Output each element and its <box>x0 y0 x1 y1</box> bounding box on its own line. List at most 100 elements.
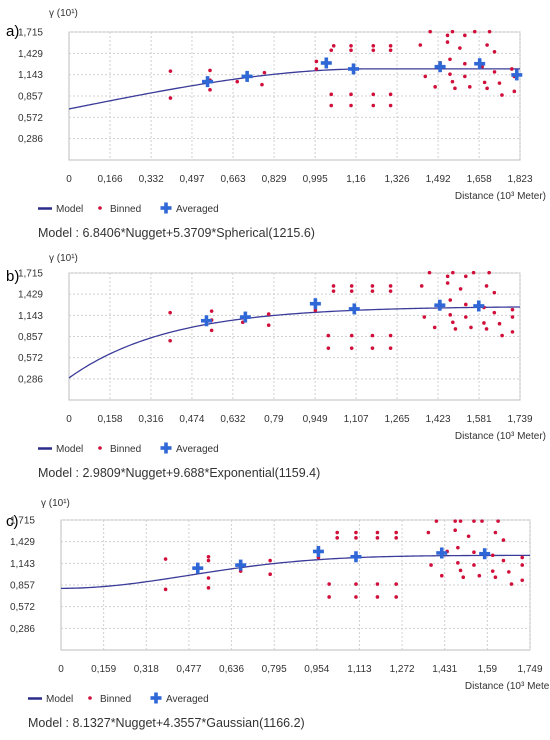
legend-binned-swatch <box>88 696 92 700</box>
binned-point <box>354 536 358 540</box>
y-tick-label: 1,429 <box>18 290 43 301</box>
binned-point <box>268 572 272 576</box>
binned-point <box>509 582 514 586</box>
averaged-point <box>436 547 448 559</box>
binned-point <box>493 575 498 580</box>
binned-point <box>235 79 240 84</box>
averaged-point <box>473 300 485 312</box>
binned-point <box>354 582 358 586</box>
x-tick-label: 1,272 <box>390 664 415 675</box>
binned-point <box>477 573 482 578</box>
binned-point <box>450 29 455 34</box>
binned-point <box>493 530 498 535</box>
binned-point <box>492 70 497 74</box>
binned-point <box>453 86 457 91</box>
x-tick-label: 1,823 <box>507 174 532 185</box>
averaged-point <box>239 311 251 323</box>
binned-point <box>163 557 168 561</box>
binned-point <box>371 103 376 108</box>
binned-point <box>388 92 393 97</box>
binned-point <box>349 44 353 48</box>
binned-point <box>418 43 423 47</box>
y-tick-label: 0,857 <box>18 332 43 343</box>
averaged-point <box>312 545 324 557</box>
y-tick-label: 0,286 <box>18 134 43 145</box>
averaged-point <box>434 299 446 311</box>
binned-point <box>471 270 476 275</box>
y-tick-label: 0,286 <box>10 624 35 635</box>
binned-point <box>388 44 393 48</box>
binned-point <box>388 346 393 350</box>
binned-point <box>496 519 500 523</box>
x-tick-label: 1,581 <box>467 414 492 425</box>
averaged-point <box>348 63 360 75</box>
x-tick-label: 1,492 <box>426 174 451 185</box>
binned-point <box>388 289 393 293</box>
legend-binned-label: Binned <box>110 444 141 455</box>
y-tick-label: 0,857 <box>10 581 35 592</box>
binned-point <box>480 519 484 523</box>
x-tick-label: 0 <box>58 664 64 675</box>
x-tick-label: 0,497 <box>179 174 204 185</box>
binned-point <box>349 333 354 338</box>
binned-point <box>472 29 477 34</box>
model-curve <box>68 306 521 379</box>
binned-point <box>419 284 424 288</box>
binned-point <box>463 274 468 279</box>
binned-point <box>206 558 211 563</box>
x-tick-label: 1,739 <box>507 414 532 425</box>
averaged-point <box>309 298 321 310</box>
x-tick-label: 0,795 <box>262 664 287 675</box>
binned-point <box>432 325 437 330</box>
binned-point <box>456 545 460 550</box>
averaged-point <box>479 548 491 560</box>
binned-point <box>485 43 489 47</box>
binned-point <box>445 40 450 44</box>
y-tick-label: 0,572 <box>18 113 43 124</box>
binned-point <box>331 44 336 48</box>
y-tick-label: 1,715 <box>10 516 35 527</box>
binned-point <box>370 333 375 338</box>
legend-averaged-label: Averaged <box>176 444 219 455</box>
binned-point <box>456 561 460 565</box>
binned-point <box>512 89 517 94</box>
binned-point <box>349 103 353 108</box>
binned-point <box>394 582 398 586</box>
binned-point <box>208 88 212 92</box>
binned-point <box>329 103 334 108</box>
binned-point <box>349 346 354 350</box>
binned-point <box>354 595 358 599</box>
binned-point <box>453 519 457 523</box>
binned-point <box>507 570 511 574</box>
averaged-point <box>192 562 204 574</box>
binned-point <box>375 582 380 586</box>
x-tick-label: 1,265 <box>385 414 410 425</box>
binned-point <box>463 302 468 307</box>
binned-point <box>163 587 168 592</box>
x-tick-label: 0,316 <box>138 414 163 425</box>
x-tick-label: 1,749 <box>517 664 542 675</box>
y-tick-label: 0,572 <box>10 602 35 613</box>
binned-point <box>388 333 393 338</box>
y-tick-label: 0,857 <box>18 92 43 103</box>
binned-point <box>422 315 427 319</box>
binned-point <box>501 538 506 542</box>
y-tick-label: 0,286 <box>18 374 43 385</box>
binned-point <box>314 67 319 71</box>
x-tick-label: 0,318 <box>134 664 159 675</box>
binned-point <box>492 310 497 315</box>
binned-point <box>469 325 473 330</box>
binned-point <box>466 534 471 539</box>
binned-point <box>168 69 173 73</box>
x-tick-label: 0,474 <box>179 414 204 425</box>
binned-point <box>451 270 455 275</box>
y-tick-label: 1,715 <box>18 269 43 280</box>
binned-point <box>375 530 380 535</box>
averaged-point <box>350 551 362 563</box>
x-tick-label: 1,326 <box>385 174 410 185</box>
x-tick-label: 0,995 <box>303 174 328 185</box>
y-axis-caption: γ (10¹) <box>41 498 70 509</box>
averaged-point <box>511 69 523 81</box>
legend-binned-label: Binned <box>110 204 141 215</box>
